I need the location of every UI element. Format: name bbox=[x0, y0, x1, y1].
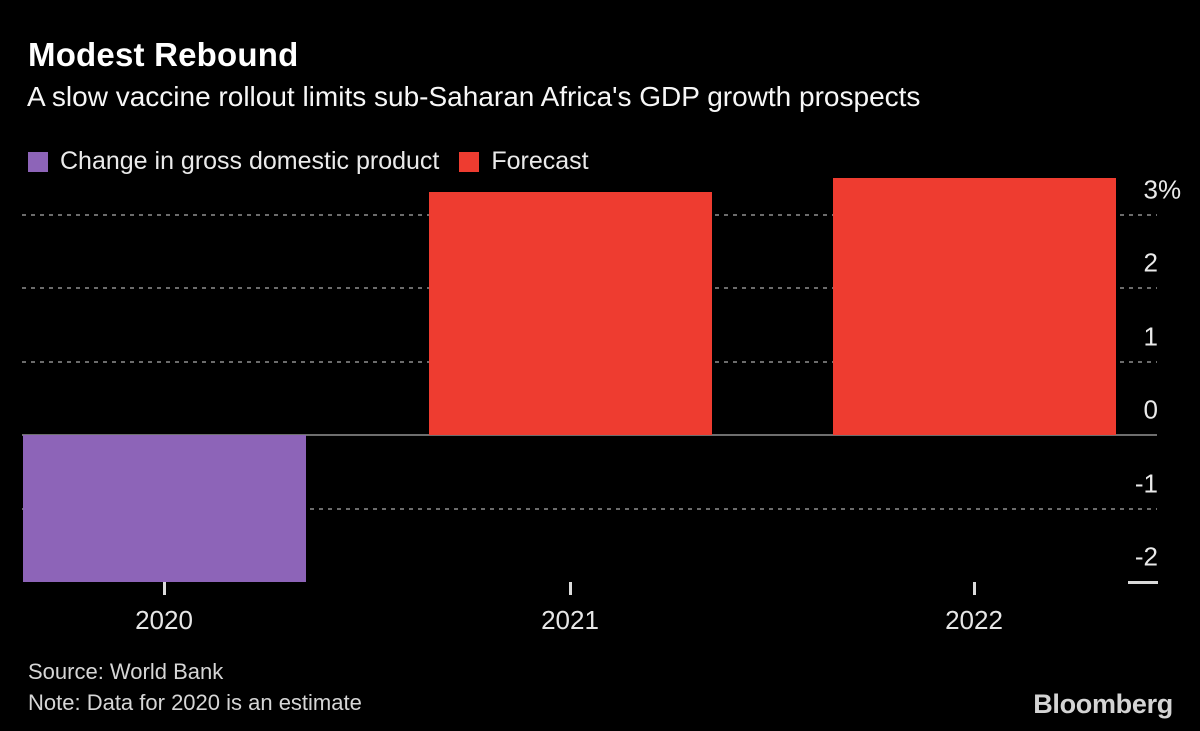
legend: Change in gross domestic product Forecas… bbox=[28, 147, 589, 176]
x-axis-label-2020: 2020 bbox=[135, 605, 193, 635]
chart-subtitle: A slow vaccine rollout limits sub-Sahara… bbox=[27, 81, 921, 112]
bar-2022 bbox=[832, 177, 1116, 435]
x-axis-label-2022: 2022 bbox=[945, 605, 1003, 635]
legend-label-forecast: Forecast bbox=[491, 147, 589, 175]
x-axis-tick-2020 bbox=[163, 582, 166, 595]
forecast-swatch-icon bbox=[459, 151, 480, 172]
source-text: Source: World Bank bbox=[28, 659, 224, 684]
bloomberg-logo: Bloomberg bbox=[1033, 689, 1173, 719]
x-axis-tick-2022 bbox=[973, 582, 976, 595]
footer: Source: World Bank Note: Data for 2020 i… bbox=[28, 656, 362, 718]
legend-item-forecast: Forecast bbox=[459, 147, 589, 176]
bar-2021 bbox=[428, 192, 712, 435]
legend-item-gdp-change: Change in gross domestic product bbox=[28, 147, 439, 176]
y-axis-label-2: 2 bbox=[1143, 247, 1158, 278]
y-axis-label--2: -2 bbox=[1134, 541, 1158, 572]
zero-axis-line bbox=[22, 434, 1157, 436]
note-text: Note: Data for 2020 is an estimate bbox=[28, 690, 362, 715]
x-axis-tick-2021 bbox=[569, 582, 572, 595]
y-axis-label--1: -1 bbox=[1134, 468, 1158, 498]
x-axis-label-2021: 2021 bbox=[541, 605, 599, 635]
bar-2020 bbox=[22, 435, 306, 582]
y-axis-label-1: 1 bbox=[1143, 321, 1158, 351]
legend-label-gdp-change: Change in gross domestic product bbox=[60, 147, 440, 175]
chart-title: Modest Rebound bbox=[28, 36, 299, 73]
axis-endcap-line bbox=[1128, 581, 1158, 584]
gridline--1 bbox=[22, 507, 1157, 510]
y-axis-label-3: 3 bbox=[1143, 174, 1158, 204]
gdp-change-swatch-icon bbox=[28, 151, 48, 172]
y-axis-suffix-3: % bbox=[1158, 174, 1182, 204]
y-axis-label-0: 0 bbox=[1143, 394, 1158, 425]
